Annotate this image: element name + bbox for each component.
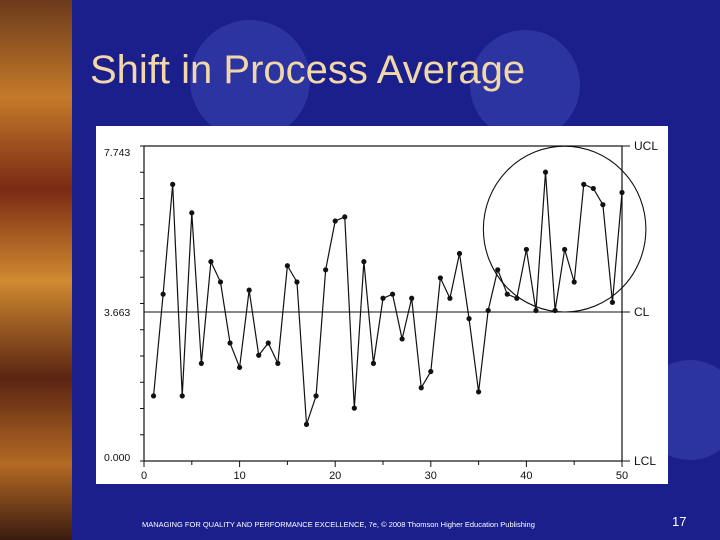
data-point: [227, 340, 233, 346]
data-point: [150, 393, 157, 399]
data-point: [523, 246, 529, 253]
data-point: [533, 307, 539, 314]
control-chart: UCL CL LCL 7.743 3.663 0.000 0 10 20 30 40 50: [104, 139, 658, 482]
data-point: [399, 336, 405, 342]
data-point: [581, 181, 587, 187]
data-point: [542, 169, 549, 175]
data-point: [313, 393, 319, 399]
data-point: [370, 360, 377, 366]
x-tick-label: 40: [520, 470, 532, 482]
x-tick-label: 30: [425, 470, 437, 482]
x-tick-label: 20: [329, 470, 341, 482]
x-tick-label: 10: [233, 470, 245, 482]
x-tick-label: 50: [616, 470, 628, 482]
data-point: [332, 218, 338, 224]
data-point: [466, 316, 472, 322]
control-chart-panel: UCL CL LCL 7.743 3.663 0.000 0 10 20 30 40 50: [96, 126, 668, 484]
data-point: [552, 307, 558, 314]
decorative-gear-shape: [190, 20, 310, 140]
slide-footer: MANAGING FOR QUALITY AND PERFORMANCE EXC…: [142, 520, 535, 529]
data-point: [380, 295, 386, 301]
data-point: [600, 202, 606, 208]
slide-number: 17: [672, 514, 687, 529]
data-point: [342, 214, 348, 220]
data-point: [265, 340, 271, 346]
decorative-gear-shape: [470, 30, 580, 140]
data-point: [303, 421, 310, 427]
data-point: [562, 246, 568, 253]
data-point: [571, 279, 577, 285]
y-tick-label: 3.663: [104, 307, 130, 319]
control-line-label: CL: [634, 305, 650, 319]
control-line-label: LCL: [634, 454, 656, 468]
data-point: [428, 368, 434, 375]
data-point: [275, 360, 281, 366]
data-point: [284, 263, 290, 269]
data-point: [198, 360, 204, 366]
y-tick-label: 0.000: [104, 452, 130, 464]
decorative-gear-strip: [0, 0, 72, 540]
data-point: [590, 185, 596, 192]
data-point: [504, 291, 510, 297]
data-point: [456, 250, 463, 257]
data-point: [160, 291, 166, 297]
shift-highlight-circle: [482, 145, 647, 313]
data-point: [189, 210, 195, 216]
slide-title: Shift in Process Average: [90, 48, 526, 92]
data-point: [437, 275, 443, 281]
data-point: [485, 307, 491, 314]
data-point: [609, 299, 616, 305]
data-point: [323, 267, 329, 273]
data-point: [351, 405, 357, 411]
data-point: [361, 259, 367, 265]
data-point: [495, 267, 501, 273]
data-point: [208, 259, 214, 265]
data-point: [476, 389, 482, 395]
data-point: [170, 181, 176, 187]
control-line-label: UCL: [634, 139, 658, 153]
data-point: [294, 279, 300, 285]
data-point: [389, 291, 396, 297]
data-point: [237, 364, 243, 371]
x-tick-label: 0: [141, 470, 147, 482]
data-point: [409, 295, 415, 301]
y-tick-label: 7.743: [104, 147, 130, 159]
data-point: [217, 279, 224, 285]
data-point: [418, 385, 424, 391]
series-line: [152, 172, 623, 425]
data-point: [619, 189, 625, 196]
data-point: [246, 287, 252, 293]
data-point: [179, 393, 185, 399]
data-point: [256, 352, 262, 358]
data-point: [447, 295, 453, 301]
plot-frame: [143, 145, 623, 462]
